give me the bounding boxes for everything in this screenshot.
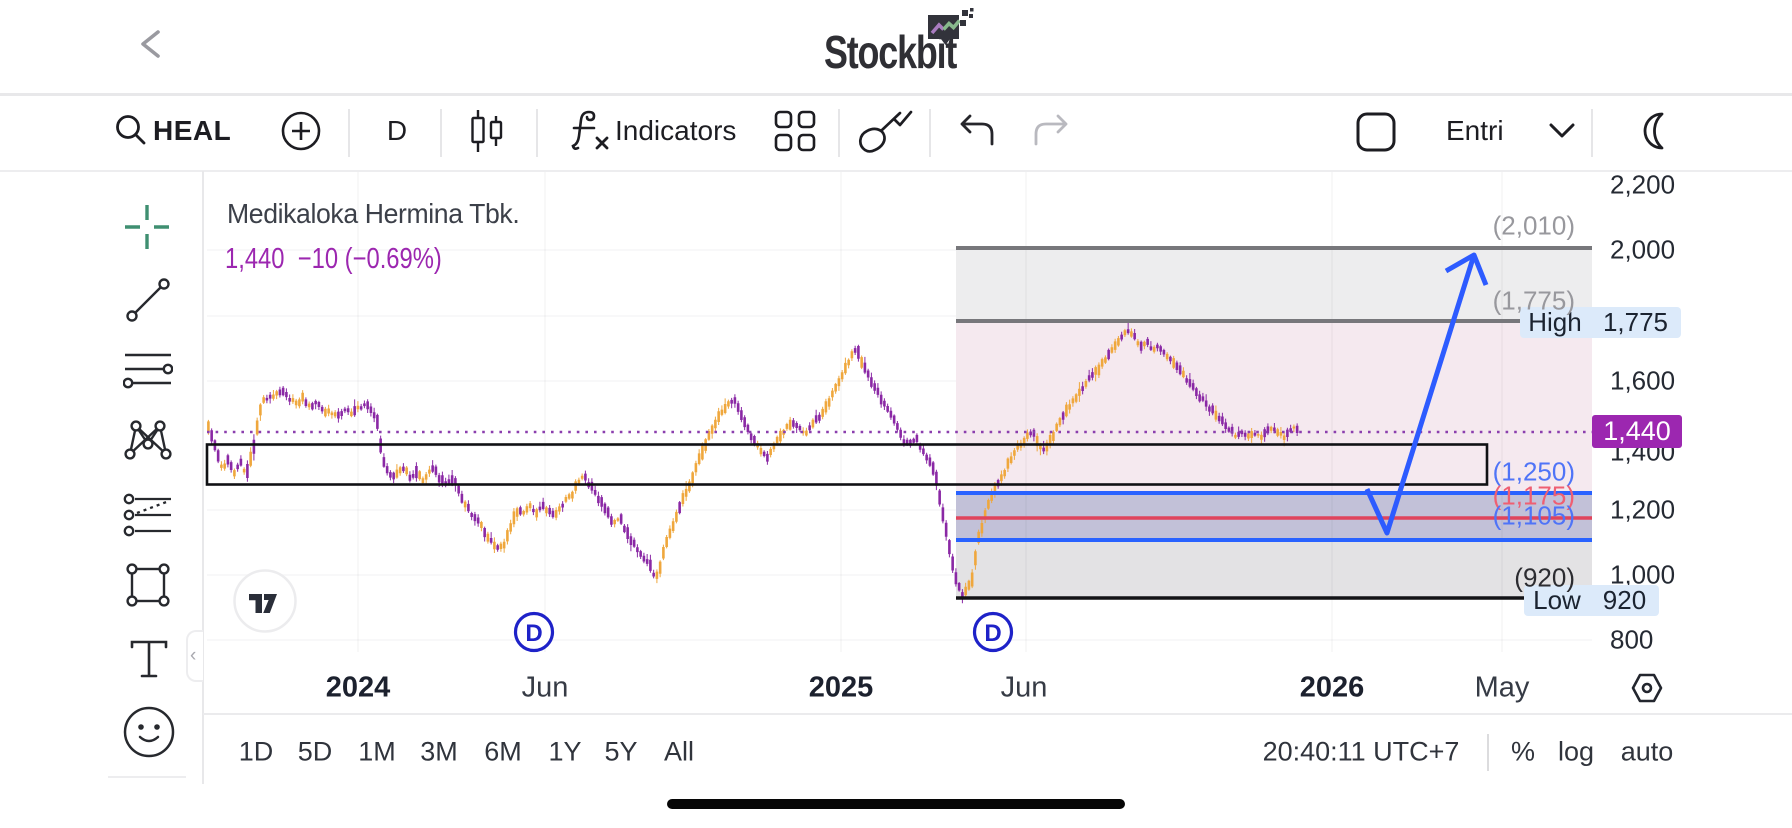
svg-text:D: D <box>984 620 1001 647</box>
svg-text:D: D <box>525 620 542 647</box>
